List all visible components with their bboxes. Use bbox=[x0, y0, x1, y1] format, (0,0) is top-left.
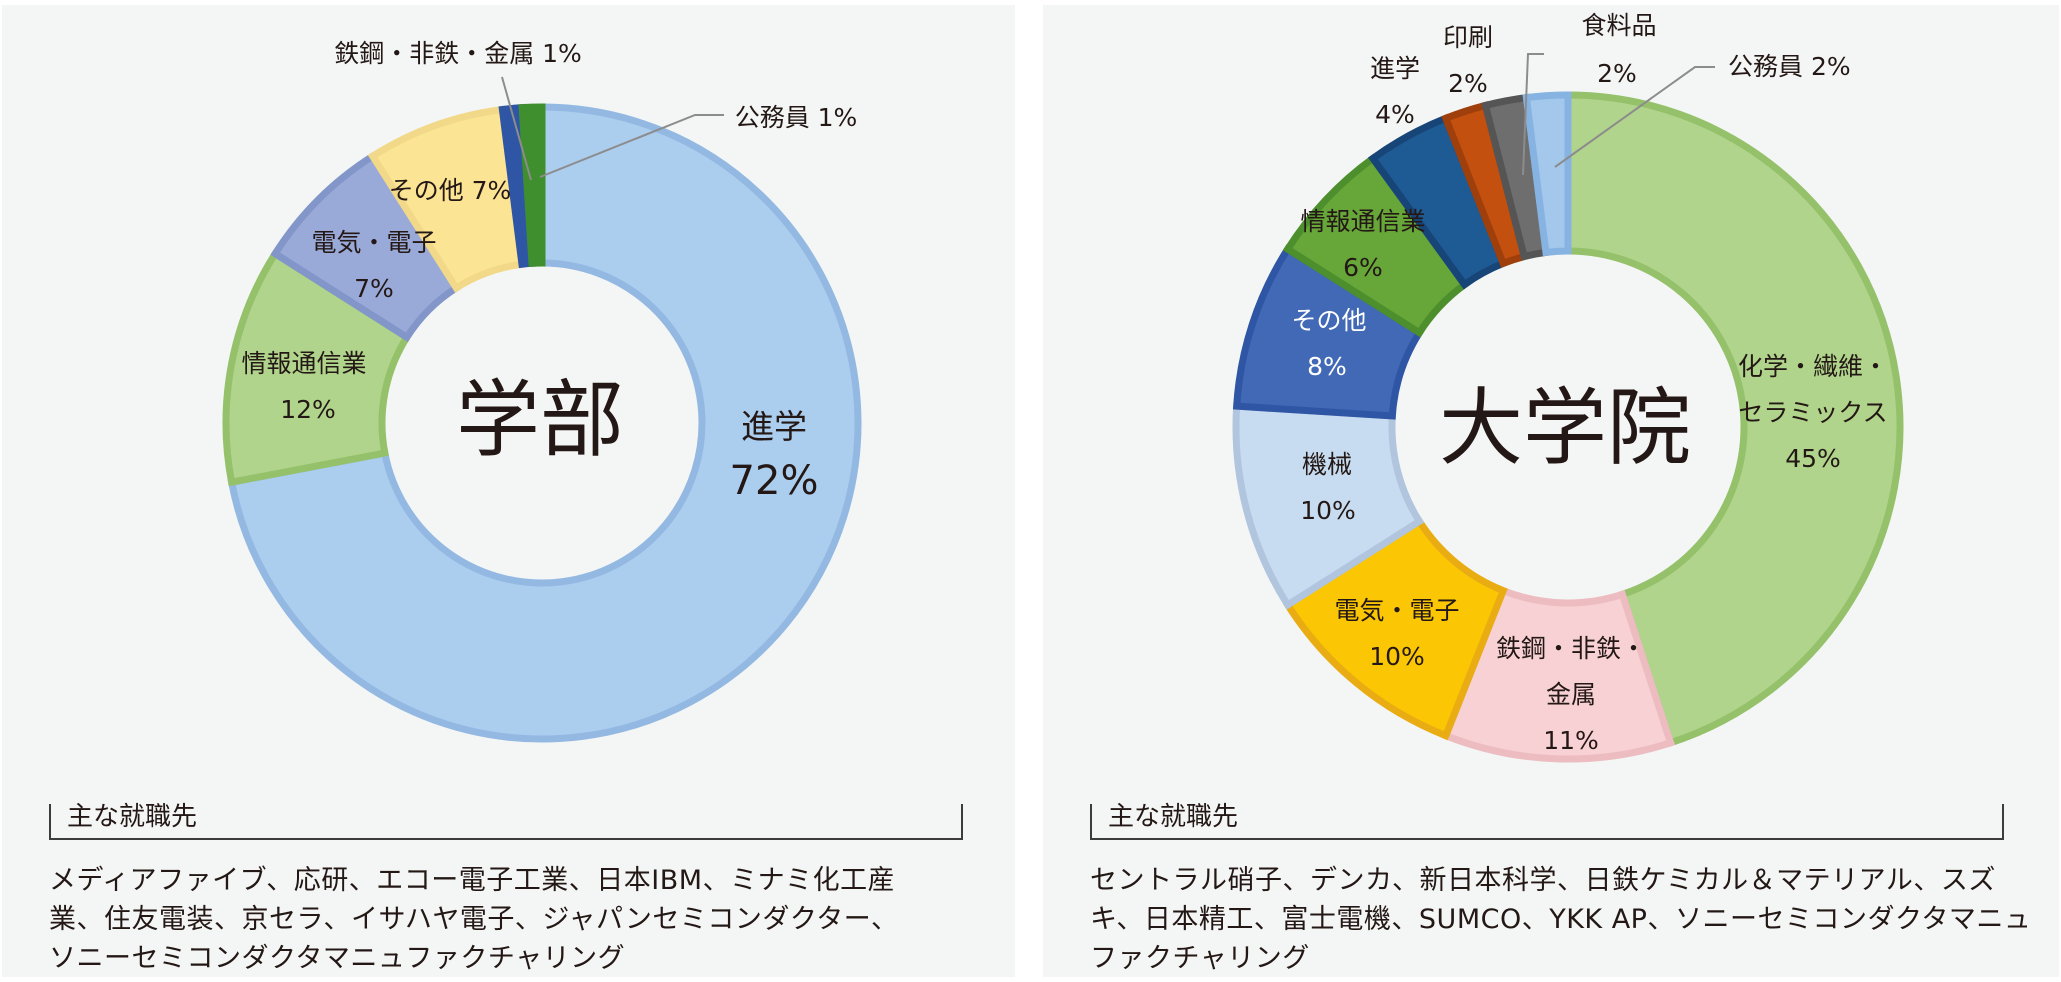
left-employers-heading-text: 主な就職先 bbox=[67, 802, 198, 832]
grad-label-denki: 電気・電子 bbox=[1334, 596, 1459, 625]
grad-leader-shokuryo bbox=[1522, 53, 1544, 176]
undergrad-label-komuin: 公務員 1% bbox=[735, 103, 858, 132]
grad-leader-komuin bbox=[1554, 66, 1715, 168]
grad-value-joho: 6% bbox=[1343, 253, 1383, 282]
undergrad-label-joho: 情報通信業 bbox=[241, 349, 366, 378]
grad-value-kikai: 10% bbox=[1300, 496, 1356, 525]
grad-label-sonota: その他 bbox=[1291, 306, 1366, 335]
grad-label-insatsu: 印刷 bbox=[1443, 23, 1493, 52]
grad-center-title: 大学院 bbox=[1439, 379, 1691, 477]
grad-value-sonota: 8% bbox=[1307, 352, 1347, 381]
undergrad-slice-6 bbox=[518, 103, 546, 268]
grad-label-joho: 情報通信業 bbox=[1300, 207, 1425, 236]
undergrad-label-denki: 電気・電子 bbox=[311, 228, 436, 257]
left-employers-list: メディアファイブ、応研、エコー電子工業、日本IBM、ミナミ化工産 業、住友電装、… bbox=[49, 861, 989, 978]
undergrad-slice-1 bbox=[227, 103, 862, 743]
grad-value-shingaku: 4% bbox=[1375, 100, 1415, 129]
grad-value-shokuryo: 2% bbox=[1597, 59, 1637, 88]
right-employers-line: ファクチャリング bbox=[1090, 943, 1310, 974]
left-employers-line: ソニーセミコンダクタマニュファクチャリング bbox=[49, 943, 626, 974]
grad-value-tekko: 11% bbox=[1543, 726, 1599, 755]
grad-label-shingaku: 進学 bbox=[1370, 54, 1420, 83]
grad-label-kikai: 機械 bbox=[1302, 450, 1352, 479]
right-employers-line: セントラル硝子、デンカ、新日本科学、日鉄ケミカル＆マテリアル、スズ bbox=[1090, 865, 1996, 896]
grad-label-tekko: 鉄鋼・非鉄・ bbox=[1496, 634, 1646, 663]
grad-value-denki: 10% bbox=[1369, 642, 1425, 671]
undergrad-leader-tekko bbox=[501, 76, 532, 181]
grad-label-kagaku: 化学・繊維・ bbox=[1738, 352, 1888, 381]
grad-label-shokuryo: 食料品 bbox=[1581, 11, 1656, 40]
right-employers-list: セントラル硝子、デンカ、新日本科学、日鉄ケミカル＆マテリアル、スズ キ、日本精工… bbox=[1090, 861, 2035, 978]
left-employers-heading: 主な就職先 bbox=[49, 804, 963, 840]
undergrad-value-joho: 12% bbox=[280, 395, 336, 424]
undergrad-label-shingaku: 進学 bbox=[741, 407, 807, 446]
undergraduate-donut-chart: 学部 進学 72% 情報通信業 12% 電気・電子 7% その他 7% 鉄鋼・非鉄・金属 1% 公… bbox=[222, 39, 862, 743]
left-employers-line: 業、住友電装、京セラ、イサハヤ電子、ジャパンセミコンダクター、 bbox=[49, 904, 899, 935]
grad-slice-10 bbox=[1522, 91, 1572, 257]
grad-label-tekko-2: 金属 bbox=[1546, 680, 1596, 709]
grad-label-kagaku-2: セラミックス bbox=[1738, 398, 1887, 427]
right-panel-graduate: 大学院 化学・繊維・ セラミックス 45% 鉄鋼・非鉄・ 金属 11% 電気・電子 10% 機械 1… bbox=[1043, 5, 2059, 977]
grad-label-komuin: 公務員 2% bbox=[1728, 52, 1851, 81]
undergrad-center-title: 学部 bbox=[456, 371, 624, 469]
right-employers-line: キ、日本精工、富士電機、SUMCO、YKK AP、ソニーセミコンダクタマニュ bbox=[1090, 904, 2032, 935]
undergrad-value-shingaku: 72% bbox=[730, 458, 819, 504]
left-panel-undergraduate: 学部 進学 72% 情報通信業 12% 電気・電子 7% その他 7% 鉄鋼・非鉄・金属 1% 公… bbox=[2, 5, 1015, 977]
undergrad-label-sonota: その他 7% bbox=[389, 176, 512, 205]
undergrad-value-denki: 7% bbox=[354, 274, 394, 303]
grad-value-insatsu: 2% bbox=[1448, 69, 1488, 98]
right-employers-heading-text: 主な就職先 bbox=[1108, 802, 1239, 832]
undergrad-leader-komuin bbox=[539, 114, 724, 178]
undergrad-label-tekko: 鉄鋼・非鉄・金属 1% bbox=[334, 39, 582, 68]
left-employers-line: メディアファイブ、応研、エコー電子工業、日本IBM、ミナミ化工産 bbox=[49, 865, 896, 896]
grad-slice-1 bbox=[1564, 91, 1904, 748]
graduate-donut-chart: 大学院 化学・繊維・セラミックス 45% 鉄鋼・非鉄・金属 11% 電気・電子 10% 機械 1… bbox=[1232, 11, 1904, 763]
right-employers-heading: 主な就職先 bbox=[1090, 804, 2004, 840]
grad-value-kagaku: 45% bbox=[1785, 444, 1841, 473]
